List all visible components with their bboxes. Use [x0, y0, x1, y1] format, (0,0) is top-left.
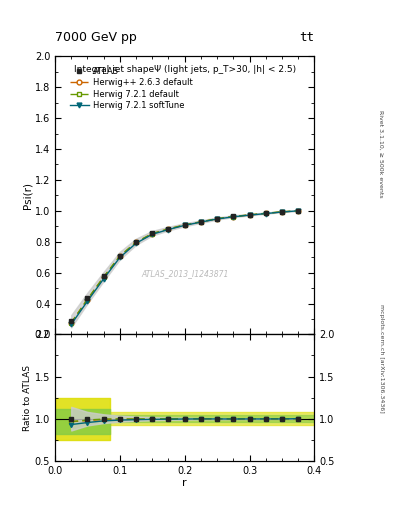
X-axis label: r: r	[182, 478, 187, 488]
Text: tt: tt	[299, 31, 314, 44]
Text: mcplots.cern.ch [arXiv:1306.3436]: mcplots.cern.ch [arXiv:1306.3436]	[379, 304, 384, 413]
Text: 7000 GeV pp: 7000 GeV pp	[55, 31, 137, 44]
Text: ATLAS_2013_I1243871: ATLAS_2013_I1243871	[141, 269, 228, 278]
Y-axis label: Ratio to ATLAS: Ratio to ATLAS	[23, 365, 32, 431]
Text: Rivet 3.1.10, ≥ 500k events: Rivet 3.1.10, ≥ 500k events	[379, 110, 384, 198]
Legend: ATLAS, Herwig++ 2.6.3 default, Herwig 7.2.1 default, Herwig 7.2.1 softTune: ATLAS, Herwig++ 2.6.3 default, Herwig 7.…	[67, 63, 196, 114]
Y-axis label: Psi(r): Psi(r)	[22, 182, 32, 209]
Text: Integral jet shapeΨ (light jets, p_T>30, |h| < 2.5): Integral jet shapeΨ (light jets, p_T>30,…	[73, 65, 296, 74]
